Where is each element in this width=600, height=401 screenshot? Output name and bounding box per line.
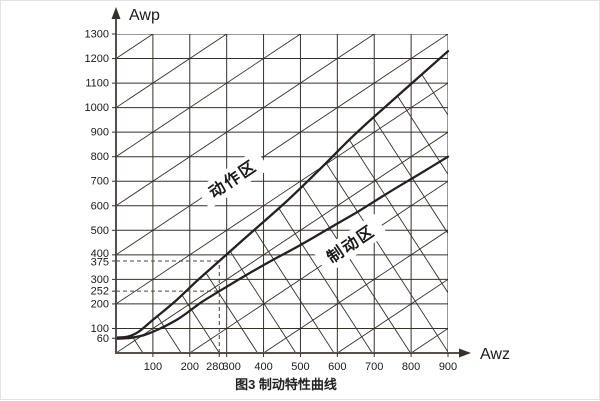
x-tick-label: 300	[222, 361, 240, 373]
y-tick-label: 600	[91, 200, 109, 212]
y-tick-label: 1300	[85, 29, 109, 41]
x-tick-label: 200	[181, 361, 199, 373]
grid	[116, 34, 448, 353]
y-tick-label: 1200	[85, 53, 109, 65]
gridline-diagonal-up	[410, 328, 448, 353]
gridline-diagonal-down	[116, 51, 297, 353]
y-tick-label: 400	[91, 248, 109, 260]
gridline-diagonal-up	[337, 279, 448, 353]
x-tick-label: 400	[254, 361, 272, 373]
x-tick-label: 280	[206, 361, 224, 373]
braking-zone-curve	[114, 155, 450, 340]
y-tick-label: 200	[91, 298, 109, 310]
y-tick-label: 300	[91, 274, 109, 286]
gridline-diagonal-down	[280, 51, 448, 353]
figure-caption: 图3 制动特性曲线	[235, 377, 337, 392]
gridline-diagonal-down	[116, 51, 144, 353]
x-tick-label: 600	[328, 361, 346, 373]
gridline-diagonal-up	[116, 131, 448, 353]
x-tick-label: 900	[439, 361, 457, 373]
y-tick-label: 252	[91, 286, 109, 298]
y-tick-label: 900	[91, 127, 109, 139]
y-tick-label: 800	[91, 151, 109, 163]
zone-label-halo	[196, 148, 270, 210]
tick-labels: 6010020025230037540050060070080090010001…	[85, 29, 458, 374]
action-zone-label: 动作区	[196, 148, 270, 210]
gridline-diagonal-up	[116, 82, 448, 305]
zone-label-halo	[314, 213, 388, 275]
y-tick-label: 700	[91, 176, 109, 188]
gridline-diagonal-up	[116, 34, 448, 256]
y-tick-label: 1000	[85, 102, 109, 114]
dashed-guides	[116, 260, 220, 353]
y-tick-label: 375	[91, 256, 109, 268]
gridline-diagonal-up	[116, 34, 154, 59]
gridline-diagonal-down	[395, 51, 448, 353]
gridline-diagonal-down	[318, 51, 448, 353]
gridline-diagonal-up	[116, 34, 227, 108]
gridline-diagonal-up	[116, 34, 301, 158]
gridline-diagonal-up	[116, 34, 375, 207]
gridline-diagonal-down	[204, 51, 411, 353]
y-axis-title: Awp	[129, 7, 160, 24]
action-zone-curve	[114, 50, 450, 339]
x-axis-title: Awz	[480, 346, 510, 363]
axes	[115, 17, 461, 354]
tick-marks	[112, 33, 449, 357]
x-tick-label: 800	[402, 361, 420, 373]
x-axis-arrow	[459, 348, 471, 358]
y-tick-label: 500	[91, 225, 109, 237]
gridline-diagonal-up	[263, 229, 448, 353]
y-tick-label: 1100	[85, 78, 109, 90]
x-tick-label: 700	[365, 361, 383, 373]
gridline-diagonal-up	[189, 180, 448, 353]
braking-zone-label: 制动区	[314, 213, 388, 275]
y-axis-arrow	[111, 7, 121, 19]
y-tick-label: 100	[91, 323, 109, 335]
y-tick-label: 60	[97, 333, 109, 345]
x-tick-label: 100	[144, 361, 162, 373]
gridline-diagonal-down	[242, 51, 448, 353]
x-tick-label: 500	[291, 361, 309, 373]
